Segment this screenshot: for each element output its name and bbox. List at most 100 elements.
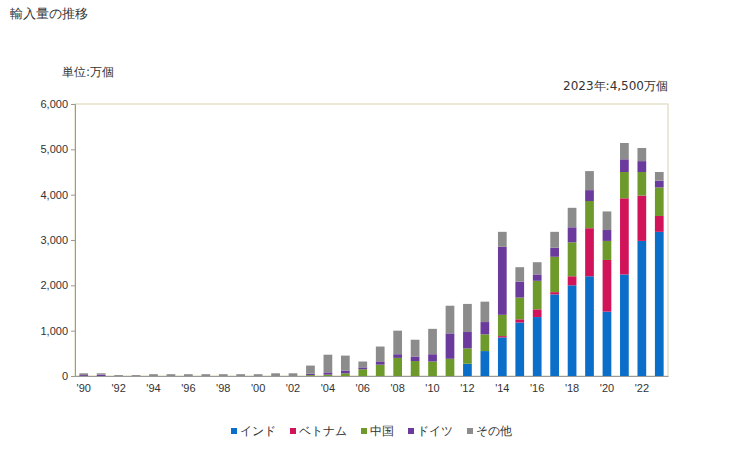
bar [498, 336, 507, 337]
x-tick: '12 [460, 376, 474, 394]
bar [132, 376, 141, 377]
legend-label: ドイツ [417, 424, 453, 438]
x-tick-label: '08 [390, 382, 404, 394]
chart: 輸入量の推移単位:万個2023年:4,500万個01,0002,0003,000… [0, 0, 729, 450]
bar [655, 181, 664, 188]
y-tick-mark [71, 240, 75, 241]
bar [114, 376, 123, 377]
legend-swatch [361, 428, 367, 434]
bar [481, 322, 490, 334]
x-tick: '22 [635, 376, 649, 394]
x-tick-label: '20 [600, 382, 614, 394]
legend-item: インド [231, 424, 276, 438]
x-tick: '08 [390, 376, 404, 394]
bar [306, 374, 315, 375]
bar [637, 241, 646, 376]
bar [132, 376, 141, 377]
y-tick-mark [71, 195, 75, 196]
x-tick-label: '94 [146, 382, 160, 394]
bar [637, 161, 646, 172]
bar [533, 262, 542, 274]
legend-swatch [467, 428, 473, 434]
bar [324, 376, 333, 377]
bar [637, 148, 646, 161]
bar [550, 294, 559, 376]
legend-swatch [290, 428, 296, 434]
bar [446, 359, 455, 376]
bar [271, 373, 280, 376]
y-tick-label: 6,000 [40, 98, 68, 110]
plot: 01,0002,0003,0004,0005,0006,000'90'92'94… [40, 98, 668, 394]
y-tick: 2,000 [40, 279, 75, 291]
bar [376, 362, 385, 365]
bar [428, 329, 437, 354]
y-tick: 4,000 [40, 189, 75, 201]
bar [568, 208, 577, 227]
bar [97, 376, 106, 377]
series [306, 172, 664, 376]
legend-label: その他 [476, 424, 512, 438]
y-tick-mark [71, 376, 75, 377]
x-tick-label: '18 [565, 382, 579, 394]
bar [358, 367, 367, 369]
bar [201, 374, 210, 376]
bar [463, 348, 472, 363]
x-tick-label: '96 [181, 382, 195, 394]
x-tick-label: '90 [77, 382, 91, 394]
bar [79, 376, 88, 377]
legend-item: ドイツ [408, 424, 453, 438]
bar [393, 331, 402, 355]
bar [481, 302, 490, 322]
bar [515, 319, 524, 322]
x-tick: '14 [495, 376, 509, 394]
bar [568, 227, 577, 242]
bar [97, 375, 106, 376]
bar [655, 172, 664, 181]
legend-swatch [408, 428, 414, 434]
bar [132, 376, 141, 377]
bar [620, 143, 629, 159]
bar [79, 373, 88, 375]
bar [498, 232, 507, 247]
bar [376, 365, 385, 376]
bar [637, 172, 646, 196]
y-tick-label: 5,000 [40, 143, 68, 155]
bar [550, 257, 559, 292]
bar [620, 172, 629, 198]
y-tick-label: 0 [62, 370, 68, 382]
bar [132, 376, 141, 377]
x-tick: '20 [600, 376, 614, 394]
bar [114, 376, 123, 377]
bar [637, 196, 646, 241]
bar [411, 357, 420, 362]
bar [515, 282, 524, 298]
legend: インドベトナム中国ドイツその他 [231, 424, 512, 438]
bar [411, 340, 420, 357]
bar [603, 312, 612, 376]
bars [79, 143, 663, 376]
bar [428, 354, 437, 361]
bar [324, 372, 333, 374]
series [79, 159, 663, 376]
legend-item: その他 [467, 424, 512, 438]
bar [550, 232, 559, 248]
x-tick: '02 [286, 376, 300, 394]
bar [306, 366, 315, 374]
bar [515, 267, 524, 282]
y-tick-mark [71, 285, 75, 286]
bar [324, 376, 333, 377]
x-tick-label: '98 [216, 382, 230, 394]
bar [620, 198, 629, 274]
bar [306, 376, 315, 377]
bar [219, 374, 228, 376]
x-tick: '98 [216, 376, 230, 394]
series [79, 143, 663, 376]
bar [515, 298, 524, 320]
bar [550, 248, 559, 257]
bar [498, 337, 507, 376]
bar [376, 347, 385, 362]
bar [114, 376, 123, 377]
bar [568, 242, 577, 276]
bar [184, 374, 193, 376]
x-tick: '06 [356, 376, 370, 394]
